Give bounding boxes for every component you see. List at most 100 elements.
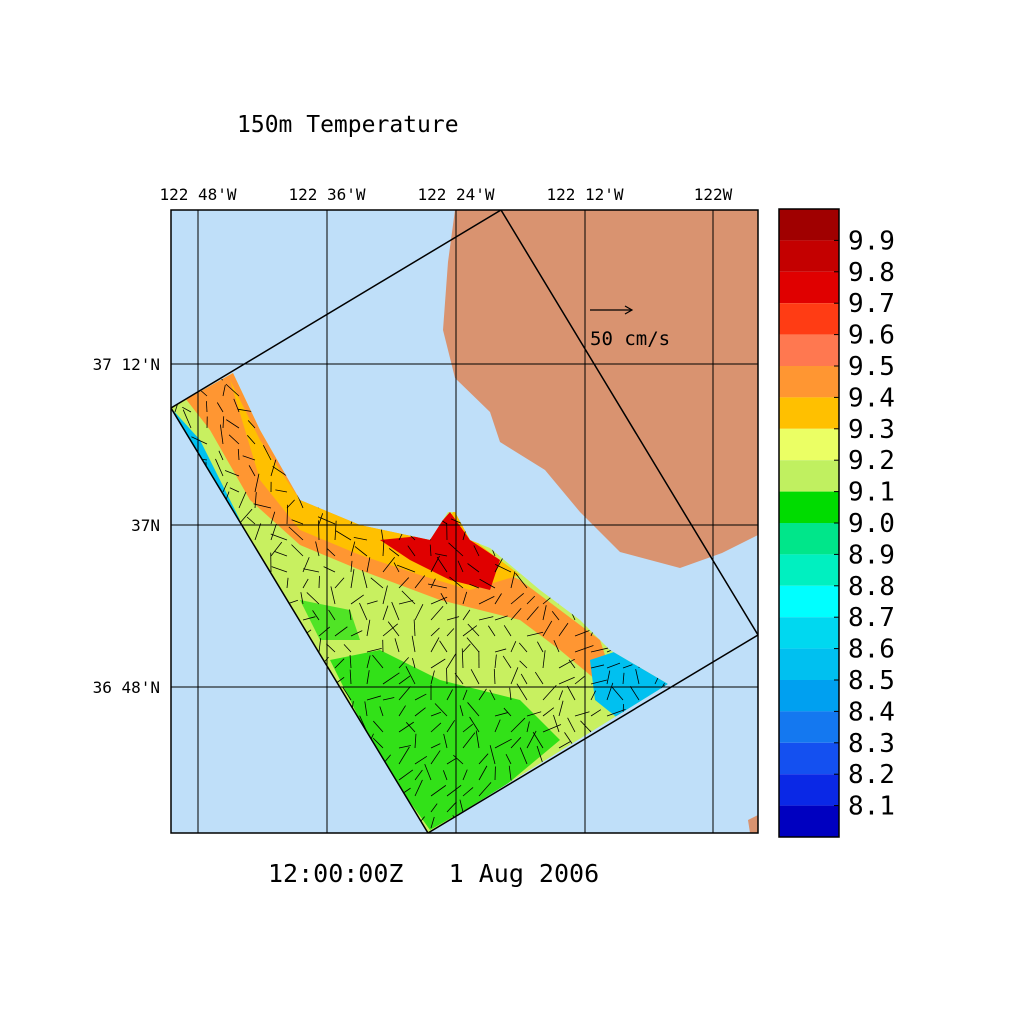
- vector: [462, 723, 474, 733]
- vector: [436, 556, 448, 573]
- vector: [370, 577, 384, 589]
- vector: [414, 755, 428, 765]
- vector: [526, 631, 544, 637]
- vector: [398, 721, 415, 733]
- vector: [534, 671, 544, 685]
- colorbar-label: 8.6: [848, 635, 895, 665]
- vector: [494, 654, 497, 669]
- vector: [459, 799, 464, 813]
- vector: [469, 716, 480, 733]
- vector: [510, 607, 522, 621]
- vector: [387, 621, 400, 637]
- vector: [493, 668, 496, 685]
- longitude-labels: 122 48'W 122 36'W 122 24'W 122 12'W 122W: [159, 185, 732, 204]
- vector: [398, 745, 412, 749]
- vector: [328, 609, 336, 621]
- vector: [494, 712, 508, 717]
- vector: [216, 402, 224, 413]
- colorbar-label: 8.8: [848, 572, 895, 602]
- vector: [379, 706, 384, 717]
- vector: [312, 610, 320, 621]
- vector: [446, 653, 457, 669]
- vector: [182, 406, 192, 413]
- longitude-label: 122 48'W: [159, 185, 236, 204]
- vector: [494, 738, 512, 749]
- vector: [478, 782, 492, 797]
- vector: [494, 648, 507, 653]
- vector: [414, 769, 423, 781]
- vector: [270, 459, 277, 477]
- vector: [590, 709, 602, 717]
- vector: [327, 548, 336, 557]
- vector: [323, 566, 336, 573]
- colorbar-label: 9.1: [848, 478, 895, 508]
- vector: [430, 627, 440, 637]
- colorbar-segment: [779, 460, 839, 492]
- vector: [519, 747, 528, 765]
- vector: [396, 564, 416, 573]
- colorbar-segment: [779, 617, 839, 649]
- vector: [440, 592, 448, 605]
- vector: [291, 544, 304, 557]
- vector: [510, 667, 519, 685]
- vector: [414, 693, 427, 701]
- vector: [434, 703, 448, 717]
- vector: [542, 605, 547, 621]
- vector: [494, 719, 501, 733]
- colorbar: 9.99.89.79.69.59.49.39.29.19.08.98.88.78…: [778, 208, 895, 838]
- field: [590, 650, 668, 720]
- vector: [233, 398, 240, 413]
- vector: [286, 577, 289, 589]
- vector: [510, 737, 522, 749]
- vector: [393, 562, 400, 573]
- vector: [509, 687, 512, 701]
- vector: [553, 640, 560, 653]
- vector: [446, 616, 460, 621]
- vector: [446, 689, 453, 701]
- vector: [413, 619, 416, 637]
- colorbar-segment: [779, 240, 839, 272]
- vector: [536, 745, 544, 765]
- vector: [318, 638, 322, 653]
- vector: [302, 578, 309, 589]
- vector: [253, 503, 272, 509]
- vector: [364, 701, 368, 717]
- vector: [326, 643, 336, 653]
- vector: [503, 625, 512, 637]
- vector: [405, 666, 416, 685]
- vector: [335, 530, 352, 541]
- vector: [520, 673, 528, 685]
- vector: [478, 688, 487, 701]
- vector: [222, 384, 226, 397]
- vector: [478, 765, 488, 781]
- vector: [574, 630, 590, 637]
- colorbar-label: 9.8: [848, 258, 895, 288]
- vector: [237, 449, 240, 461]
- vector: [382, 672, 400, 685]
- vector: [349, 654, 352, 669]
- vector: [467, 563, 480, 573]
- vector: [430, 658, 446, 669]
- colorbar-label: 9.9: [848, 226, 895, 256]
- vector: [526, 595, 536, 605]
- vector: [478, 753, 489, 765]
- field: [380, 512, 500, 590]
- vector: [542, 620, 553, 637]
- vector: [318, 626, 331, 637]
- vector: [362, 570, 368, 589]
- vector: [502, 655, 512, 669]
- vector: [446, 784, 462, 797]
- vector: [247, 420, 256, 429]
- vector: [412, 658, 416, 669]
- vector: [303, 568, 320, 573]
- vector: [407, 545, 416, 557]
- vector: [606, 682, 614, 701]
- vector: [219, 424, 224, 445]
- colorbar-segment: [779, 680, 839, 712]
- vector: [398, 577, 410, 589]
- vector: [398, 769, 414, 781]
- vector: [430, 596, 448, 605]
- vector: [551, 610, 560, 621]
- vector: [558, 700, 564, 717]
- vector: [388, 548, 400, 557]
